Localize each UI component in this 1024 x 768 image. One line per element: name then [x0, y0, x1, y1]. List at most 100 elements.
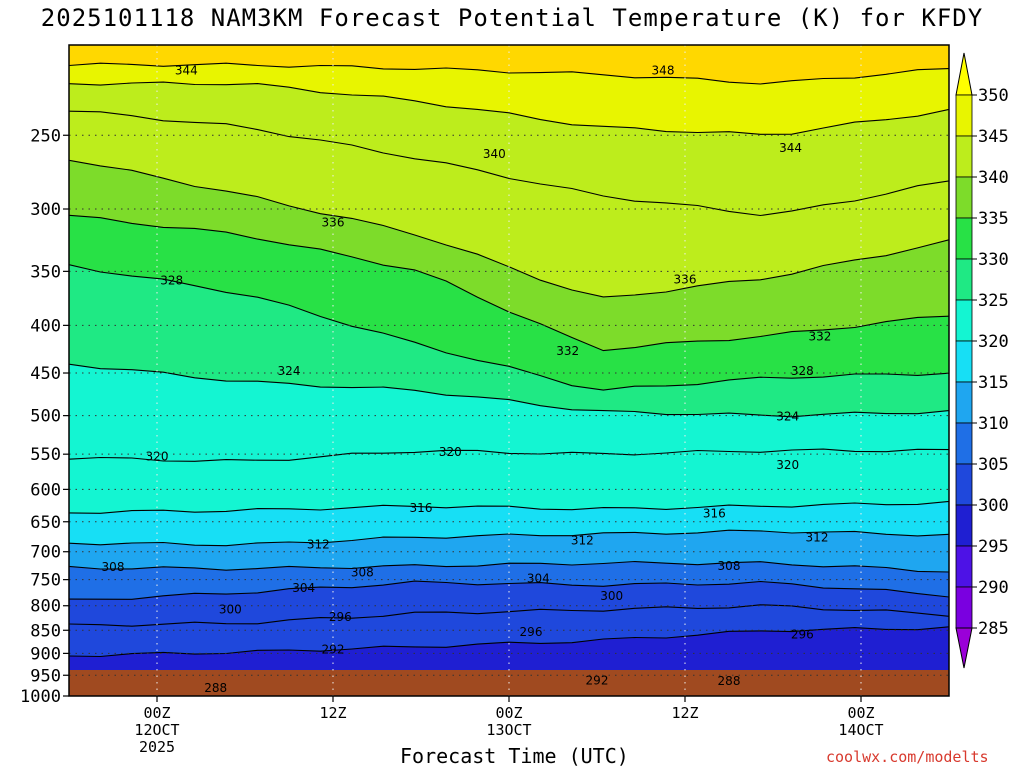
x-tick-label: 00Z	[847, 704, 874, 722]
y-tick-label: 550	[30, 445, 61, 465]
isentrope-340	[69, 110, 949, 217]
contour-label: 308	[718, 559, 741, 573]
contour-label: 308	[102, 560, 125, 574]
credit-text[interactable]: coolwx.com/modelts	[826, 748, 989, 766]
isentrope-316	[69, 500, 949, 514]
colorbar-tick-label: 295	[978, 537, 1009, 557]
contour-labels: 344 348 340 344 336 328 336 332 332 324 328 324 320 3…	[102, 63, 832, 695]
isentrope-348	[69, 62, 949, 85]
y-tick-label: 700	[30, 543, 61, 563]
colorbar-tick-label: 335	[978, 209, 1009, 229]
grid-lines	[69, 45, 949, 697]
x-tick-label: 12OCT	[134, 721, 179, 739]
colorbar-tick-label: 285	[978, 619, 1009, 639]
contour-label: 312	[571, 534, 594, 548]
contour-label: 292	[586, 673, 609, 687]
contour-label: 328	[791, 364, 814, 378]
y-tick-label: 600	[30, 480, 61, 500]
colorbar-segment	[955, 299, 973, 342]
colorbar-segment	[955, 94, 973, 137]
y-tick-label: 650	[30, 513, 61, 533]
y-tick-label: 800	[30, 597, 61, 617]
isentrope-320	[69, 448, 949, 462]
contour-label: 292	[322, 642, 345, 656]
contour-label: 304	[292, 581, 315, 595]
colorbar-segment	[955, 135, 973, 178]
contour-label: 320	[146, 449, 169, 463]
contour-label: 320	[439, 445, 462, 459]
contour-label: 344	[779, 141, 802, 155]
colorbar-segment	[955, 504, 973, 547]
colorbar-bottom-arrow	[955, 627, 973, 669]
x-tick-label: 13OCT	[486, 721, 531, 739]
x-tick-label: 12Z	[671, 704, 698, 722]
contour-label: 312	[307, 538, 330, 552]
y-tick-label: 750	[30, 571, 61, 591]
y-tick-label: 900	[30, 644, 61, 664]
y-tick-label: 500	[30, 407, 61, 427]
contour-label: 316	[703, 507, 726, 521]
y-tick-label: 300	[30, 200, 61, 220]
colorbar-segment	[955, 545, 973, 588]
x-tick-label: 14OCT	[838, 721, 883, 739]
x-axis-label: Forecast Time (UTC)	[400, 744, 629, 768]
isentrope-324	[69, 363, 949, 418]
colorbar: 350 345 340 335 330 325 320 315 310 305 300 295 290 2…	[955, 52, 1009, 669]
colorbar-top-arrow	[955, 52, 973, 96]
contour-label: 332	[556, 344, 579, 358]
y-tick-label: 1000	[20, 687, 61, 707]
colorbar-segment	[955, 381, 973, 424]
colorbar-tick-label: 320	[978, 332, 1009, 352]
contour-label: 304	[527, 572, 550, 586]
contour-label: 300	[600, 589, 623, 603]
isentrope-296	[69, 626, 949, 658]
contour-label: 328	[160, 273, 183, 287]
colorbar-segment	[955, 176, 973, 219]
x-tick-label: 12Z	[319, 704, 346, 722]
colorbar-segment	[955, 340, 973, 383]
y-tick-label: 250	[30, 126, 61, 146]
contour-label: 296	[329, 610, 352, 624]
pressure-axis: 250 300 350 400 450 500 550 600 650 700 750 800 850 9…	[20, 126, 69, 707]
isentrope-304	[69, 580, 949, 600]
contour-label: 288	[204, 681, 227, 695]
x-tick-label: 00Z	[143, 704, 170, 722]
contour-label: 288	[718, 674, 741, 688]
contour-label: 296	[791, 628, 814, 642]
colorbar-tick-label: 340	[978, 168, 1009, 188]
y-tick-label: 450	[30, 364, 61, 384]
chart-title: 2025101118 NAM3KM Forecast Potential Tem…	[40, 4, 984, 32]
contour-label: 324	[278, 364, 301, 378]
colorbar-tick-label: 300	[978, 496, 1009, 516]
colorbar-tick-label: 325	[978, 291, 1009, 311]
contour-label: 320	[776, 458, 799, 472]
colorbar-segment	[955, 586, 973, 629]
contour-label: 348	[652, 63, 675, 77]
colorbar-segment	[955, 463, 973, 506]
colorbar-tick-label: 310	[978, 414, 1009, 434]
colorbar-tick-label: 290	[978, 578, 1009, 598]
colorbar-tick-label: 305	[978, 455, 1009, 475]
isentrope-344	[69, 81, 949, 135]
contour-label: 308	[351, 566, 374, 580]
contour-label: 336	[674, 272, 697, 286]
colorbar-tick-label: 315	[978, 373, 1009, 393]
colorbar-segment	[955, 217, 973, 260]
x-tick-label: 00Z	[495, 704, 522, 722]
y-tick-label: 400	[30, 316, 61, 336]
contour-label: 300	[219, 602, 242, 616]
x-tick-label: 2025	[139, 738, 175, 756]
contour-label: 340	[483, 147, 506, 161]
y-tick-label: 950	[30, 666, 61, 686]
contour-label: 324	[776, 409, 799, 423]
y-tick-label: 850	[30, 621, 61, 641]
contour-label: 344	[175, 63, 198, 77]
contour-label: 332	[808, 329, 831, 343]
contour-label: 296	[520, 625, 543, 639]
colorbar-tick-label: 350	[978, 86, 1009, 106]
contour-label: 336	[322, 215, 345, 229]
isentrope-308	[69, 560, 949, 573]
contour-label: 312	[806, 531, 829, 545]
contour-label: 316	[410, 501, 433, 515]
